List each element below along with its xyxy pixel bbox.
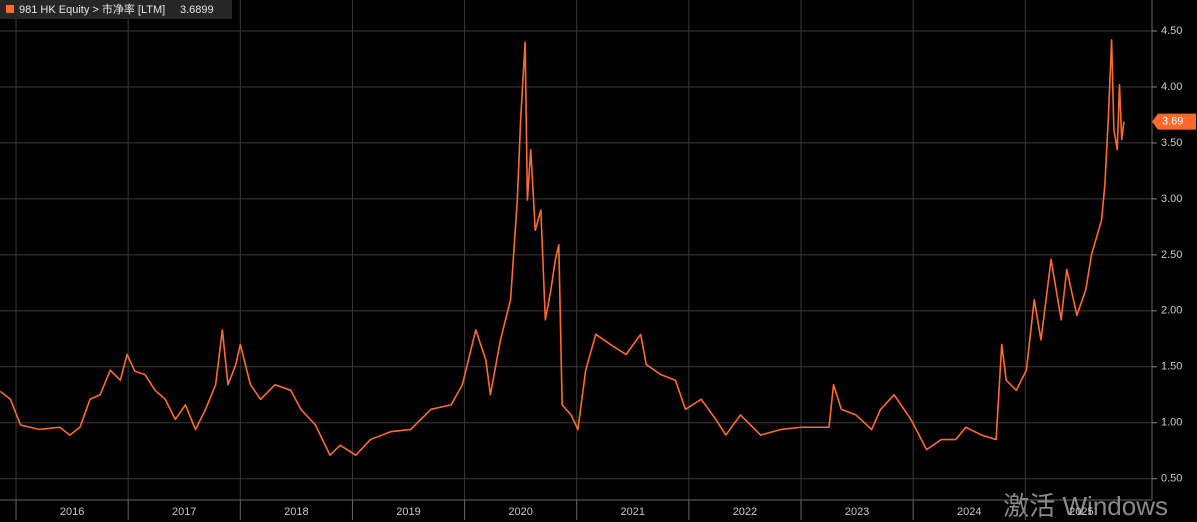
x-tick-label: 2024 [957, 506, 981, 518]
x-tick-label: 2021 [621, 506, 645, 518]
x-tick-label: 2023 [845, 506, 869, 518]
plot [0, 39, 1125, 457]
x-tick-label: 2017 [172, 506, 196, 518]
x-tick-label: 2018 [284, 506, 308, 518]
y-tick-label: 2.50 [1161, 249, 1182, 261]
last-value-marker [1152, 113, 1196, 130]
x-tick-label: 2022 [733, 506, 757, 518]
legend-swatch [6, 5, 14, 13]
grid [0, 0, 1152, 500]
y-tick-label: 3.50 [1161, 137, 1182, 149]
legend-label: 981 HK Equity > 市净率 [LTM] [19, 2, 165, 16]
legend-box [0, 0, 232, 19]
series-line [0, 39, 1125, 457]
x-tick-label: 2019 [396, 506, 420, 518]
y-tick-label: 3.00 [1161, 193, 1182, 205]
y-tick-label: 1.50 [1161, 361, 1182, 373]
y-tick-label: 4.50 [1161, 25, 1182, 37]
x-tick-label: 2025 [1069, 506, 1093, 518]
y-tick-label: 4.00 [1161, 81, 1182, 93]
legend-value: 3.6899 [180, 4, 214, 16]
last-value-label: 3.69 [1162, 116, 1183, 128]
watermark: 激活 Windows [1003, 491, 1168, 521]
x-tick-label: 2016 [60, 506, 84, 518]
y-tick-label: 2.00 [1161, 305, 1182, 317]
y-tick-label: 1.00 [1161, 417, 1182, 429]
x-tick-label: 2020 [508, 506, 532, 518]
y-tick-label: 0.50 [1161, 473, 1182, 485]
